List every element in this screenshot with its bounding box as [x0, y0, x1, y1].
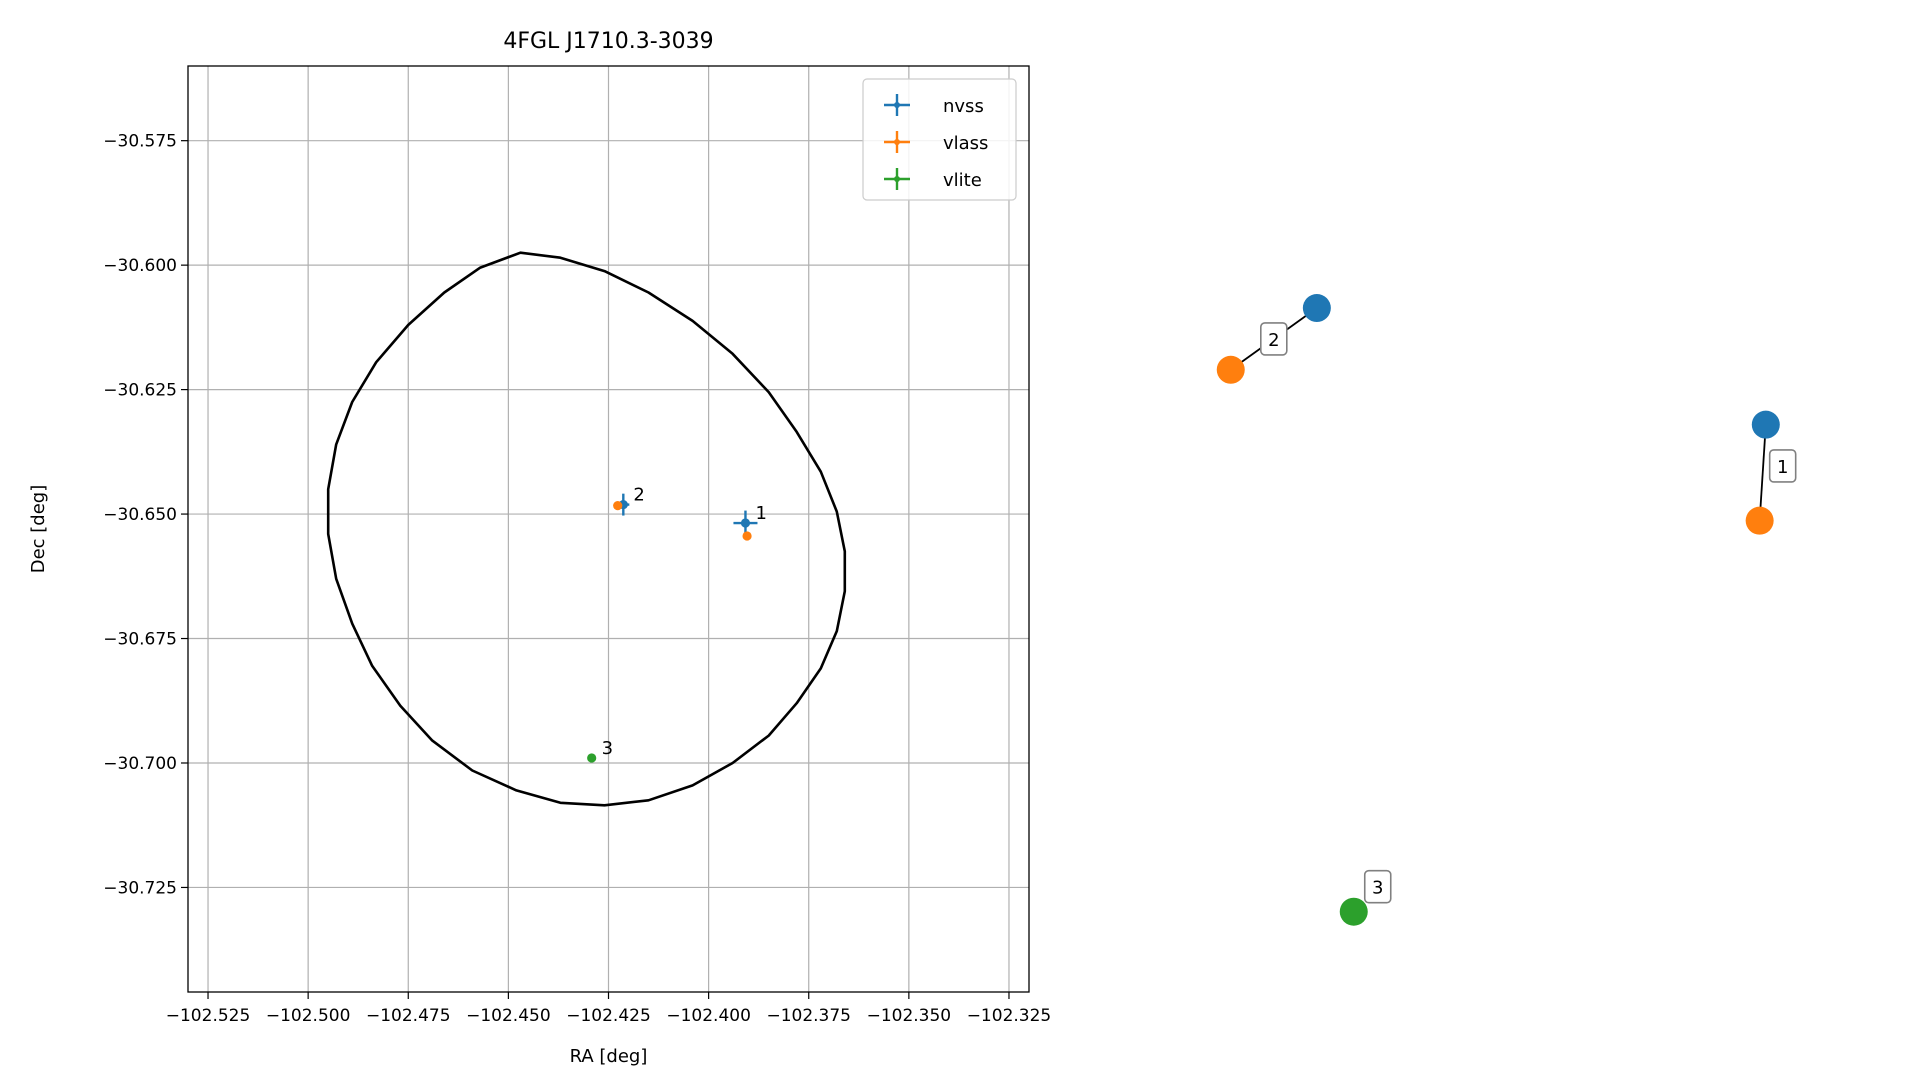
y-tick-label: −30.625: [103, 381, 177, 401]
x-tick-label: −102.525: [166, 1006, 251, 1026]
edge-label: 1: [1768, 449, 1797, 483]
legend-entry-vlass: vlass: [884, 131, 988, 154]
legend-label: vlass: [943, 133, 988, 154]
legend-entry-nvss: nvss: [884, 94, 984, 117]
legend-marker-dot: [894, 139, 900, 145]
legend: nvss vlass vlite: [862, 78, 1017, 201]
vlass-marker: [613, 501, 623, 511]
network-node-vlite-3: [1339, 897, 1368, 926]
x-tick-label: −102.325: [967, 1006, 1052, 1026]
uncertainty-ellipse: [326, 251, 847, 807]
legend-entry-vlite: vlite: [884, 168, 982, 191]
vlass-point: [742, 531, 752, 541]
y-tick-label: −30.725: [103, 878, 177, 898]
y-tick-label: −30.675: [103, 630, 177, 650]
x-tick-label: −102.500: [266, 1006, 351, 1026]
x-tick-label: −102.400: [666, 1006, 751, 1026]
axis-ticks: −102.525 −102.500 −102.475 −102.450 −102.425…: [103, 132, 1051, 1026]
scatter-panel: 123 −102.525 −102.500 −102.475 −102.450 −102…: [28, 29, 1051, 1067]
point-label: 3: [602, 738, 613, 759]
x-tick-label: −102.350: [867, 1006, 952, 1026]
y-tick-label: −30.700: [103, 754, 177, 774]
y-tick-label: −30.600: [103, 256, 177, 276]
vlass-point: [613, 501, 623, 511]
x-tick-label: −102.475: [366, 1006, 451, 1026]
ellipse-layer: [326, 251, 847, 807]
x-tick-label: −102.375: [766, 1006, 851, 1026]
point-label: 2: [633, 485, 644, 506]
legend-label: vlite: [943, 170, 982, 191]
vlite-marker: [587, 753, 597, 763]
edge-label-box: [1260, 322, 1288, 356]
edge-label-box: [1768, 449, 1797, 483]
nvss-marker: [740, 518, 751, 528]
edge-label-box: [1363, 869, 1392, 904]
vlass-marker: [742, 531, 752, 541]
legend-marker-dot: [894, 102, 900, 108]
network-panel: 2 1 3: [1216, 294, 1797, 926]
y-axis-label: Dec [deg]: [28, 485, 49, 574]
x-tick-label: −102.450: [466, 1006, 551, 1026]
edge-label-text: 1: [1777, 457, 1788, 478]
network-node-nvss-2: [1302, 294, 1331, 323]
y-tick-label: −30.650: [103, 505, 177, 525]
network-edge: [1758, 424, 1767, 521]
network-labels: 2 1 3: [1260, 322, 1797, 904]
network-nodes: [1216, 294, 1780, 926]
vlite-point: [587, 753, 597, 763]
edge-label: 2: [1260, 322, 1288, 356]
x-axis-label: RA [deg]: [570, 1046, 648, 1067]
chart-title: 4FGL J1710.3-3039: [503, 29, 713, 54]
network-edges: [1230, 307, 1767, 521]
grid-lines: [188, 66, 1029, 992]
network-node-nvss-1: [1751, 410, 1780, 439]
nvss-point: [733, 510, 758, 536]
point-label: 1: [755, 503, 766, 524]
legend-label: nvss: [943, 96, 984, 117]
edge-label-text: 3: [1372, 878, 1383, 899]
network-node-vlass-1: [1745, 506, 1774, 535]
edge-label: 3: [1363, 869, 1392, 904]
legend-box: [862, 78, 1017, 201]
data-points: 1 2 3: [587, 485, 767, 763]
x-tick-label: −102.425: [566, 1006, 651, 1026]
legend-marker-dot: [894, 176, 900, 182]
network-node-vlass-2: [1216, 355, 1245, 384]
edge-label-text: 2: [1268, 330, 1279, 351]
y-tick-label: −30.575: [103, 132, 177, 152]
